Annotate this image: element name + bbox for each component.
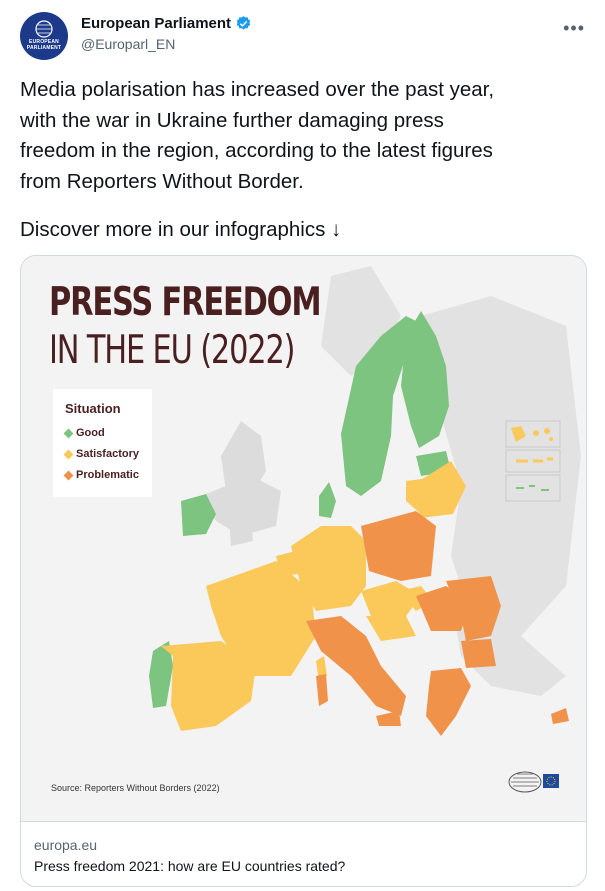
legend-label: Problematic — [76, 469, 139, 481]
legend-item-satisfactory: Satisfactory — [63, 448, 139, 460]
region-slovenia-croatia — [366, 616, 416, 641]
region-cyprus — [551, 708, 569, 724]
link-title[interactable]: Press freedom 2021: how are EU countries… — [34, 858, 346, 874]
region-italy — [306, 616, 406, 716]
region-bulgaria — [461, 639, 496, 668]
link-card[interactable]: PRESS FREEDOM IN THE EU (2022) Situation… — [20, 255, 587, 887]
region-romania — [446, 576, 501, 641]
region-portugal — [149, 641, 173, 708]
region-denmark — [319, 482, 336, 518]
author-handle[interactable]: @Europarl_EN — [81, 36, 176, 52]
author-block: European Parliament @Europarl_EN — [81, 15, 252, 52]
legend-title: Situation — [65, 401, 121, 416]
avatar-label: EUROPEAN PARLIAMENT — [26, 39, 62, 51]
region-poland — [361, 511, 436, 581]
author-name[interactable]: European Parliament — [81, 15, 232, 32]
region-france — [206, 561, 316, 676]
region-ireland — [181, 494, 216, 536]
european-parliament-logo-icon — [508, 771, 559, 793]
legend-item-problematic: Problematic — [63, 469, 139, 481]
region-lithuania — [411, 461, 466, 518]
tweet-text: Media polarisation has increased over th… — [20, 78, 495, 193]
ep-logo-icon — [35, 20, 53, 38]
infographic-title: PRESS FREEDOM — [49, 280, 322, 325]
more-options-icon[interactable]: ••• — [563, 18, 585, 38]
link-domain: europa.eu — [34, 837, 98, 853]
legend-item-good: Good — [63, 427, 105, 439]
discover-text: Discover more in our infographics ↓ — [20, 218, 342, 241]
link-card-footer[interactable]: europa.eu Press freedom 2021: how are EU… — [21, 821, 586, 886]
avatar[interactable]: EUROPEAN PARLIAMENT — [20, 12, 68, 60]
region-sicily — [376, 711, 401, 726]
verified-badge-icon — [236, 16, 251, 30]
source-note: Source: Reporters Without Borders (2022) — [51, 783, 220, 793]
europe-map — [149, 266, 581, 736]
infographic-image[interactable]: PRESS FREEDOM IN THE EU (2022) Situation… — [21, 256, 586, 821]
region-greece — [426, 668, 471, 736]
region-spain — [161, 641, 256, 731]
outermost-regions-inset — [505, 420, 561, 502]
region-sweden — [341, 316, 416, 496]
diamond-icon — [63, 449, 74, 459]
region-finland — [401, 311, 449, 448]
region-sardinia — [316, 674, 328, 706]
infographic-subtitle: IN THE EU (2022) — [49, 328, 296, 373]
map-legend: Situation Good Satisfactory Problematic — [53, 389, 152, 497]
diamond-icon — [63, 428, 74, 438]
legend-label: Satisfactory — [76, 448, 139, 460]
diamond-icon — [63, 470, 74, 480]
tweet-header: EUROPEAN PARLIAMENT European Parliament … — [20, 12, 589, 62]
legend-label: Good — [76, 427, 105, 439]
region-germany — [291, 526, 366, 611]
